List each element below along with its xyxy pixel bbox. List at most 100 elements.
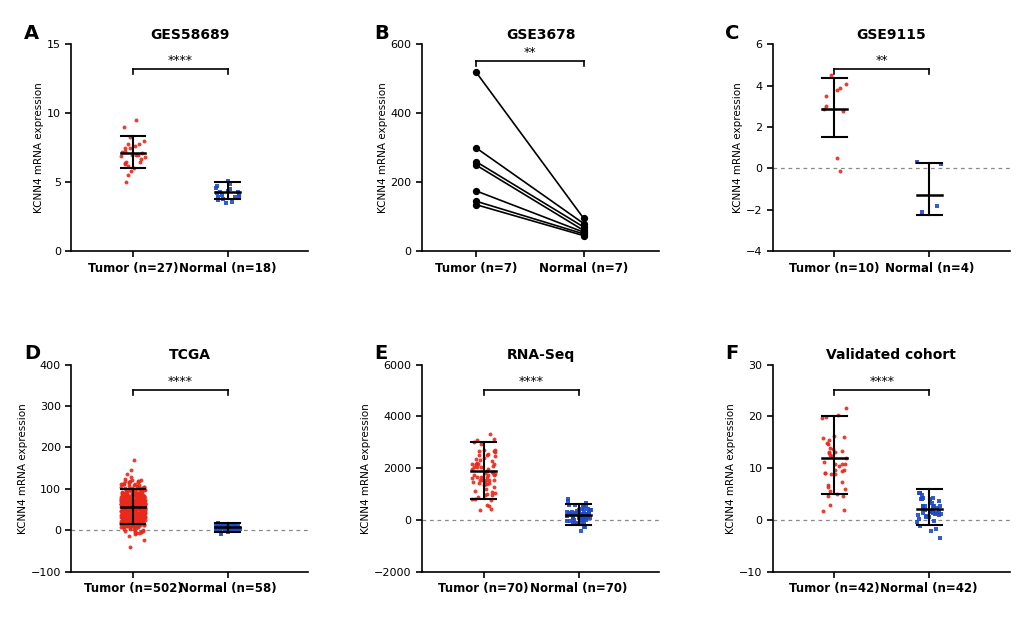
Point (463, 494, 479, 504)
Point (209, 521, 225, 531)
Point (115, 479, 131, 490)
Point (920, 495, 936, 505)
Point (469, 458, 485, 469)
Point (228, 522, 245, 532)
Point (124, 508, 141, 518)
Point (923, 493, 940, 504)
Point (117, 507, 133, 518)
Point (137, 503, 153, 513)
Point (129, 500, 146, 510)
Point (135, 502, 151, 512)
Point (115, 493, 131, 504)
Point (126, 480, 143, 490)
Point (229, 187, 246, 197)
Point (137, 502, 153, 512)
Point (118, 512, 135, 523)
Point (133, 508, 150, 518)
Point (580, 507, 596, 518)
Point (487, 451, 503, 461)
Point (821, 500, 838, 510)
Point (129, 482, 146, 492)
Point (132, 504, 149, 514)
Point (574, 504, 590, 514)
Point (133, 517, 150, 527)
Point (117, 474, 133, 484)
Point (135, 491, 151, 501)
Point (928, 504, 945, 514)
Point (117, 519, 133, 530)
Point (114, 486, 130, 497)
Point (929, 495, 946, 505)
Point (814, 104, 830, 114)
Point (135, 500, 151, 511)
Point (113, 489, 129, 499)
Point (137, 503, 153, 513)
Point (834, 459, 850, 469)
Point (476, 476, 492, 486)
Point (116, 500, 132, 511)
Point (137, 512, 153, 522)
Point (119, 497, 136, 507)
Point (136, 491, 152, 501)
Point (219, 526, 235, 537)
Point (465, 462, 481, 472)
Point (124, 504, 141, 514)
Point (118, 511, 135, 521)
Point (121, 516, 138, 526)
Point (124, 508, 141, 518)
Point (135, 525, 151, 535)
Point (124, 503, 141, 513)
Point (127, 523, 144, 533)
Text: ****: **** (168, 375, 193, 387)
Point (119, 486, 136, 496)
Point (119, 170, 136, 180)
Point (135, 504, 151, 514)
Point (567, 508, 583, 518)
Point (821, 450, 838, 460)
Point (120, 510, 137, 520)
Point (136, 136, 152, 146)
Point (119, 514, 136, 524)
Point (117, 491, 133, 501)
Point (226, 521, 243, 531)
Point (128, 511, 145, 521)
Point (136, 506, 152, 516)
Point (127, 489, 144, 499)
Point (217, 521, 233, 531)
Point (119, 516, 136, 526)
Point (113, 479, 129, 489)
Point (113, 492, 129, 502)
Point (572, 514, 588, 525)
Point (481, 501, 497, 511)
Point (114, 511, 130, 521)
Point (231, 523, 248, 533)
Point (115, 496, 131, 506)
Point (564, 507, 580, 517)
Point (115, 514, 131, 525)
Point (222, 524, 238, 534)
Point (820, 448, 837, 458)
Point (135, 508, 151, 518)
Point (230, 190, 247, 200)
Point (220, 176, 236, 186)
Point (136, 501, 152, 511)
Point (124, 508, 141, 518)
Point (137, 507, 153, 518)
Point (825, 431, 842, 441)
Point (114, 502, 130, 512)
Point (213, 528, 229, 538)
Point (123, 501, 140, 511)
Point (117, 513, 133, 523)
Point (129, 522, 146, 532)
Point (124, 495, 141, 505)
Point (124, 516, 141, 526)
Point (216, 523, 232, 533)
Point (133, 485, 150, 495)
Point (118, 499, 135, 509)
Point (128, 513, 145, 523)
Point (126, 498, 143, 508)
Point (469, 462, 485, 472)
Point (115, 515, 131, 525)
Point (816, 468, 833, 478)
Point (123, 497, 140, 507)
